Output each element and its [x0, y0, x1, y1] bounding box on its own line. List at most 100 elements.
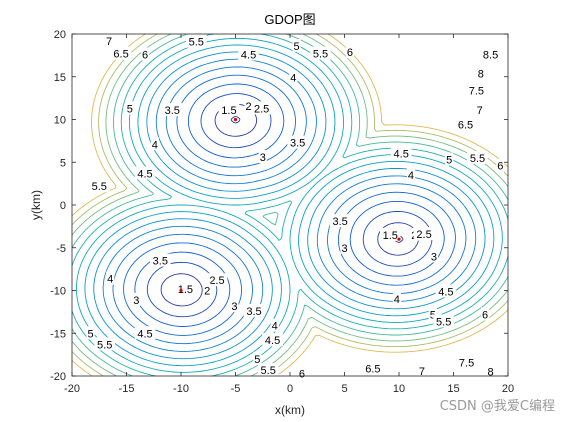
contour-label-bg [433, 314, 454, 328]
x-tick-label: -10 [173, 383, 189, 395]
contour-label: 4.5 [394, 149, 409, 161]
contour-label-bg [203, 283, 212, 297]
contour-label-bg [486, 364, 495, 378]
contour-label-bg [292, 38, 301, 52]
x-axis-label: x(km) [275, 403, 305, 417]
contour-label-bg [150, 137, 159, 151]
contour-label: 3.5 [246, 306, 261, 318]
contour-label-bg [244, 98, 253, 112]
contour-label-bg [104, 33, 114, 47]
contour-label: 7.5 [469, 85, 484, 97]
y-tick-label: 15 [54, 72, 66, 84]
chart-title: GDOP图 [264, 12, 315, 27]
contour-label: 5 [127, 103, 133, 115]
contour-label-bg [362, 361, 384, 375]
contour-label: 5.5 [313, 49, 328, 61]
contour-line-4 [112, 66, 467, 345]
contour-label-bg [496, 158, 505, 172]
contour-label-bg [161, 103, 183, 117]
contour-label: 7.5 [459, 357, 474, 369]
contour-label-bg [251, 101, 272, 115]
y-tick-label: 10 [54, 115, 66, 127]
contour-label: 5 [446, 155, 452, 167]
contour-label-bg [466, 83, 487, 97]
contour-label-bg [88, 179, 110, 193]
contour-line-7-5 [71, 33, 509, 377]
contour-label: 5.5 [97, 339, 112, 351]
contour-label: 2.5 [254, 103, 269, 115]
contour-label: 2 [246, 101, 252, 113]
y-tick-label: 5 [60, 157, 66, 169]
contour-label: 4 [394, 294, 400, 306]
contour-label: 8.5 [483, 50, 498, 62]
contour-label: 5 [430, 309, 436, 321]
station-marker [233, 117, 238, 122]
contour-line-5-5 [84, 44, 495, 367]
contour-label: 5 [87, 328, 93, 340]
contour-label: 6.5 [458, 120, 473, 132]
contour-label: 4.5 [265, 335, 280, 347]
contour-label-bg [340, 240, 349, 254]
contour-label-bg [379, 227, 401, 241]
x-tick-label: 15 [447, 383, 459, 395]
contour-labels: 76.5 65.54.555.5 645 3.5 1.5 2 2.5433.58.587.5… [86, 33, 505, 380]
contour-label-bg [86, 326, 95, 340]
y-tick-label: -5 [56, 243, 66, 255]
x-tick-label: 20 [502, 383, 514, 395]
contour-label: 4.5 [241, 50, 256, 62]
contour-label-bg [243, 304, 265, 318]
x-tick-label: 0 [287, 383, 293, 395]
contour-label: 3 [231, 301, 237, 313]
contour-label-bg [329, 214, 351, 228]
contour-label-bg [297, 366, 307, 380]
contour-line-3 [134, 83, 445, 327]
contour-label-bg [218, 103, 240, 117]
contour-label: 3.5 [153, 256, 168, 268]
contour-label-bg [456, 355, 477, 369]
y-tick-label: 20 [54, 29, 66, 41]
contour-label-bg [134, 326, 156, 340]
contour-label-bg [287, 135, 308, 149]
y-tick-label: -20 [50, 371, 66, 383]
contour-label-bg [445, 152, 454, 166]
contour-label: 3.5 [165, 105, 180, 117]
contour-label: 3.5 [332, 216, 347, 228]
contour-label-bg [206, 273, 228, 287]
contour-label: 5 [293, 41, 299, 53]
contour-line-7 [71, 33, 509, 377]
contour-label-bg [185, 34, 207, 48]
contour-line-5 [93, 51, 486, 360]
station-marker [179, 288, 183, 293]
contour-label-bg [125, 101, 134, 115]
contour-label: 2.5 [416, 229, 431, 241]
contour-label: 6 [482, 309, 488, 321]
contour-label: 6 [142, 50, 148, 62]
contour-label-bg [257, 363, 279, 377]
contour-label-bg [429, 249, 438, 263]
contour-label-bg [345, 44, 355, 58]
contour-label-bg [428, 307, 437, 321]
contour-label: 7 [419, 366, 425, 378]
x-tick-label: -5 [231, 383, 241, 395]
contour-label: 6 [497, 161, 503, 173]
y-tick-label: -10 [50, 286, 66, 298]
contour-label: 5.5 [261, 365, 276, 377]
contour-label-bg [106, 271, 115, 285]
x-axis-ticks: -20 -15 -10 -5 0 5 10 15 20 [64, 34, 514, 395]
contour-label: 1.5 [221, 105, 236, 117]
contour-label-bg [476, 66, 485, 80]
contour-label-bg [134, 166, 156, 180]
contour-label: 3 [260, 152, 266, 164]
contour-label-bg [481, 307, 490, 321]
contour-label: 6.5 [113, 49, 128, 61]
contour-label: 1.5 [178, 284, 193, 296]
contour-label: 4 [290, 73, 296, 85]
contour-label: 5.5 [470, 153, 485, 165]
contour-label-bg [392, 292, 401, 306]
x-tick-label: 5 [341, 383, 347, 395]
y-tick-label: 0 [60, 200, 66, 212]
contour-label-bg [94, 337, 115, 351]
contour-label-bg [480, 47, 501, 61]
x-tick-label: -15 [119, 383, 135, 395]
